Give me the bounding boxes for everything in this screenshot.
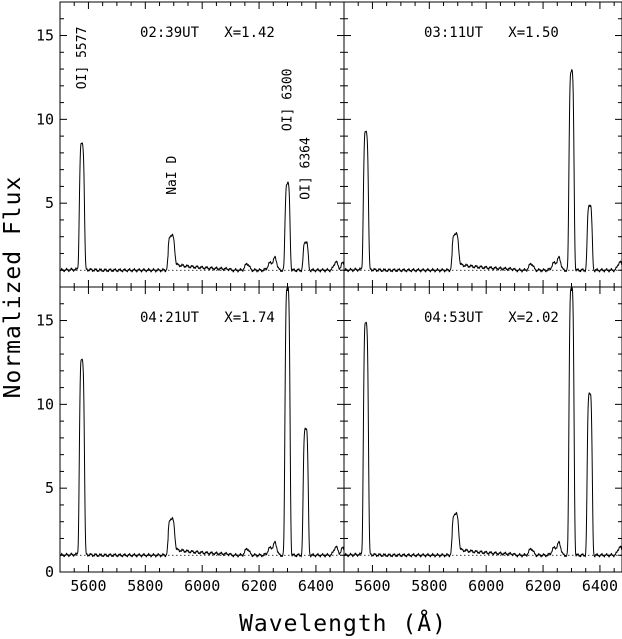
panel-1: 02:39UT X=1.42 5 10 15 xyxy=(36,1,345,288)
panel-frame xyxy=(343,286,622,573)
x-tick-label: 5600 xyxy=(70,577,106,595)
panel-4: 04:53UT X=2.02 5600 5800 6000 6200 6400 xyxy=(343,286,622,595)
panel-frame xyxy=(343,1,622,288)
panel-3: 04:21UT X=1.74 0 5 10 15 5600 5800 6000 6200 6400 xyxy=(36,286,345,595)
y-tick-label: 15 xyxy=(36,312,54,330)
x-axis-title: Wavelength (Å) xyxy=(239,609,447,637)
line-label: OI] 6300 xyxy=(281,68,296,131)
y-tick-label: 10 xyxy=(36,395,54,413)
x-tick-label: 6400 xyxy=(298,577,334,595)
x-tick-label: 5800 xyxy=(127,577,163,595)
panel-label: 04:21UT X=1.74 xyxy=(140,310,275,326)
y-tick-label: 10 xyxy=(36,110,54,128)
panel-label: 04:53UT X=2.02 xyxy=(424,310,559,326)
y-tick-label: 5 xyxy=(45,479,54,497)
x-tick-label: 6200 xyxy=(241,577,277,595)
y-tick-label: 15 xyxy=(36,27,54,45)
line-label: OI] 6364 xyxy=(299,137,314,200)
line-label: NaI D xyxy=(165,155,180,194)
panel-label: 03:11UT X=1.50 xyxy=(424,25,559,41)
x-tick-label: 6000 xyxy=(468,577,504,595)
panel-frame xyxy=(59,286,345,573)
panel-label: 02:39UT X=1.42 xyxy=(140,25,275,41)
y-tick-label: 0 xyxy=(45,563,54,581)
spectrum-line xyxy=(60,287,344,558)
spectrum-line xyxy=(60,142,344,273)
x-tick-label: 6200 xyxy=(525,577,561,595)
x-tick-label: 5800 xyxy=(411,577,447,595)
x-tick-label: 5600 xyxy=(354,577,390,595)
spectrum-line xyxy=(344,287,622,558)
spectrum-line xyxy=(344,69,622,273)
x-tick-label: 6000 xyxy=(184,577,220,595)
panel-2: 03:11UT X=1.50 xyxy=(343,1,622,288)
line-label: OI] 5577 xyxy=(75,27,90,90)
x-tick-label: 6400 xyxy=(582,577,618,595)
y-tick-label: 5 xyxy=(45,194,54,212)
y-axis-title: Normalized Flux xyxy=(0,176,26,399)
